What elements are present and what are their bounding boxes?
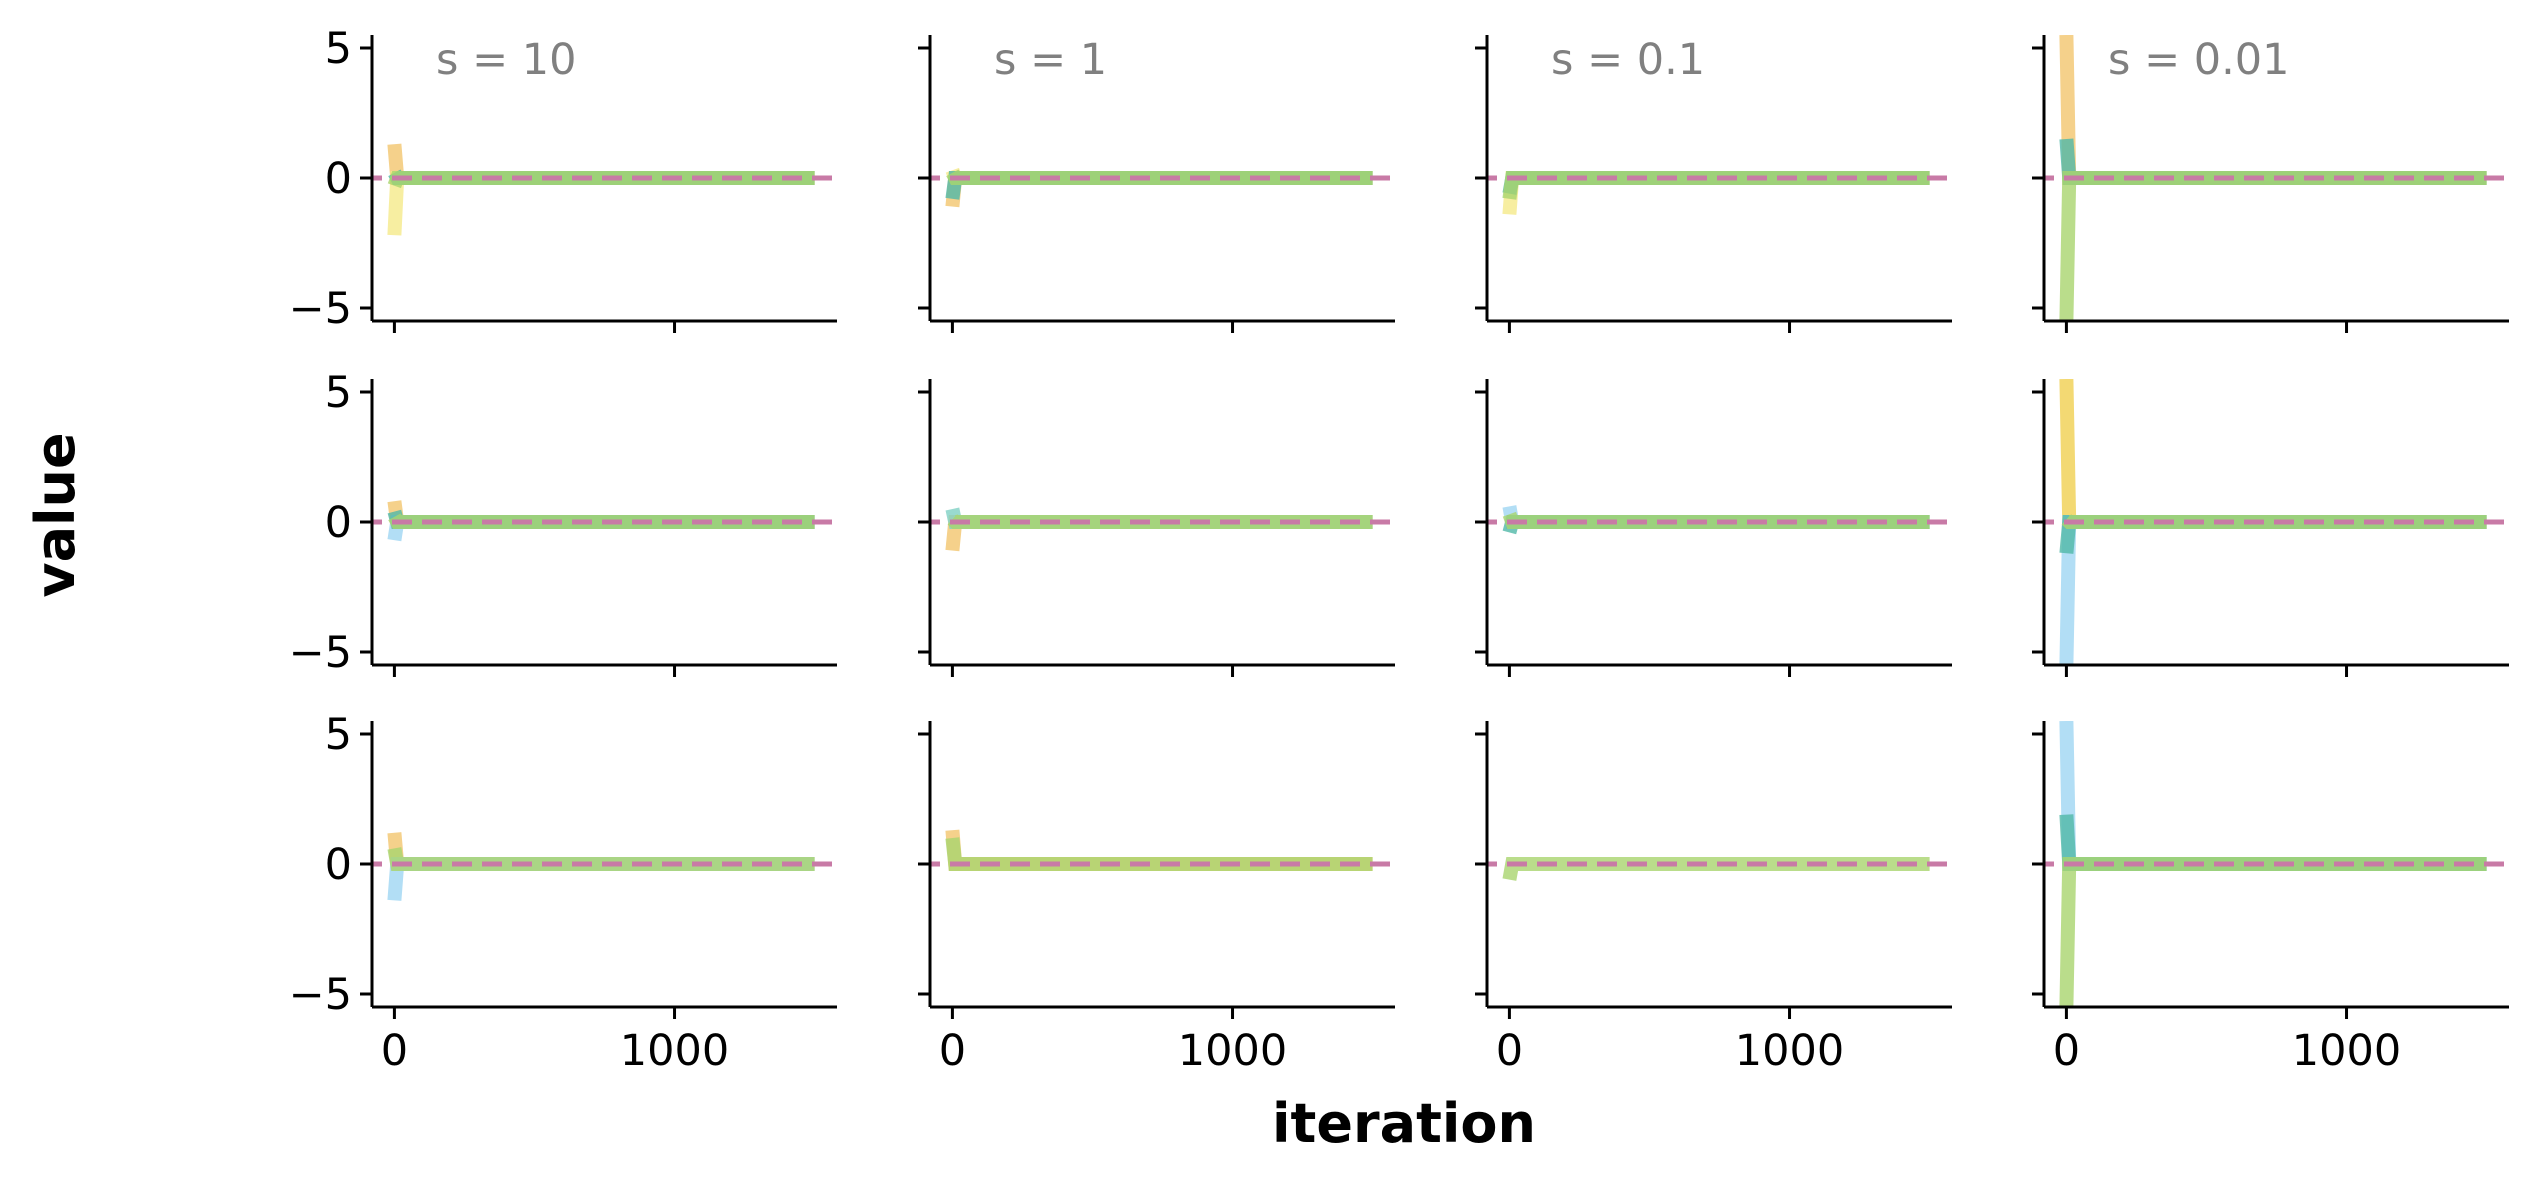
panel-title: s = 0.01 <box>2108 35 2290 85</box>
x-tick-label: 0 <box>939 1026 966 1076</box>
series-line-2 <box>2059 857 2487 1007</box>
series-line-2 <box>2059 171 2487 321</box>
panel-r0-c2: s = 0.1 <box>1475 35 1952 333</box>
y-tick-label: 0 <box>325 154 352 204</box>
y-tick-label: −5 <box>289 628 352 678</box>
panel-r2-c1: 0 1000 <box>918 721 1395 1076</box>
plot-layer <box>372 832 837 901</box>
plot-layer <box>1487 505 1952 535</box>
panel-r2-c2: 0 1000 <box>1475 721 1952 1076</box>
y-tick-label: 0 <box>325 840 352 890</box>
plot-layer <box>930 507 1395 552</box>
panel-title: s = 0.1 <box>1551 35 1705 85</box>
x-tick-label: 1000 <box>1735 1026 1844 1076</box>
panel-r1-c2 <box>1475 379 1952 677</box>
panel-title: s = 1 <box>994 35 1107 85</box>
panel-r1-c1 <box>918 379 1395 677</box>
panel-title: s = 10 <box>436 35 577 85</box>
series-line-0 <box>2059 379 2487 529</box>
plot-layer <box>2044 35 2509 321</box>
panel-r0-c1: s = 1 <box>918 35 1395 333</box>
panel-r1-c0: 5 0 −5 <box>289 368 837 678</box>
y-tick-label: 5 <box>325 710 352 760</box>
y-tick-label: −5 <box>289 284 352 334</box>
x-axis-title: iteration <box>1272 1092 1536 1155</box>
plot-layer <box>1487 857 1952 881</box>
panel-r2-c3: 0 1000 <box>2032 721 2509 1076</box>
plot-layer <box>930 829 1395 871</box>
panel-r1-c3 <box>2032 379 2509 677</box>
plot-layer <box>372 143 837 236</box>
y-tick-label: −5 <box>289 970 352 1020</box>
panel-grid: 5 0 −5 s = 10 s = 1 s = 0.1 s = 0.01 5 0 −5 5 0 −5 0 1… <box>289 24 2509 1076</box>
plot-layer <box>372 500 837 542</box>
plot-layer <box>2044 721 2509 1007</box>
panel-r0-c0: 5 0 −5 s = 10 <box>289 24 837 334</box>
plot-layer <box>930 167 1395 208</box>
series-line-0 <box>2059 721 2487 871</box>
panel-r2-c0: 5 0 −5 0 1000 <box>289 710 837 1076</box>
panel-r0-c3: s = 0.01 <box>2032 35 2509 333</box>
y-tick-label: 5 <box>325 368 352 418</box>
y-tick-label: 0 <box>325 498 352 548</box>
series-line-1 <box>387 171 815 236</box>
series-line-1 <box>2059 515 2487 665</box>
x-tick-label: 0 <box>1496 1026 1523 1076</box>
x-tick-label: 0 <box>2053 1026 2080 1076</box>
y-axis-title: value <box>24 432 87 597</box>
series-line-2 <box>1502 171 1930 200</box>
x-tick-label: 0 <box>381 1026 408 1076</box>
x-tick-label: 1000 <box>620 1026 729 1076</box>
series-line-1 <box>2059 814 2487 871</box>
x-tick-label: 1000 <box>1178 1026 1287 1076</box>
y-tick-label: 5 <box>325 24 352 74</box>
x-tick-label: 1000 <box>2292 1026 2401 1076</box>
plot-layer <box>1487 171 1952 215</box>
plot-layer <box>2044 379 2509 665</box>
series-line-1 <box>945 837 1373 871</box>
